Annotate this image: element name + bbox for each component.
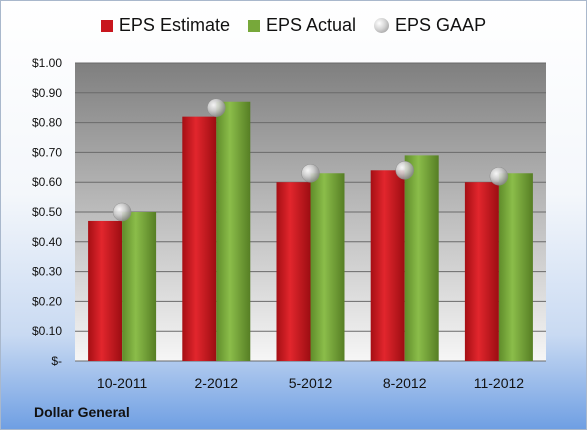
bar-eps-estimate xyxy=(370,170,405,361)
legend-swatch-eps-actual xyxy=(247,19,260,32)
y-tick-label: $0.30 xyxy=(32,265,62,279)
y-tick-label: $0.80 xyxy=(32,116,62,130)
chart-legend: EPS Estimate EPS Actual EPS GAAP xyxy=(1,15,586,36)
legend-item-eps-gaap: EPS GAAP xyxy=(374,15,486,36)
legend-swatch-eps-gaap xyxy=(374,18,390,33)
x-tick-label: 8-2012 xyxy=(383,375,427,391)
bar-eps-estimate xyxy=(464,182,499,361)
point-eps-gaap xyxy=(207,98,226,117)
y-tick-label: $0.10 xyxy=(32,324,62,338)
bar-eps-estimate xyxy=(88,220,123,361)
legend-item-eps-estimate: EPS Estimate xyxy=(100,15,230,36)
bar-eps-actual xyxy=(498,173,533,361)
legend-swatch-eps-estimate xyxy=(100,19,113,32)
legend-label-eps-gaap: EPS GAAP xyxy=(395,15,487,35)
bar-eps-actual xyxy=(310,173,345,361)
bar-eps-actual xyxy=(216,101,251,362)
point-eps-gaap xyxy=(112,202,132,222)
legend-label-eps-actual: EPS Actual xyxy=(265,15,357,35)
legend-label-eps-estimate: EPS Estimate xyxy=(118,15,230,35)
y-tick-label: $0.50 xyxy=(32,205,62,219)
bar-eps-estimate xyxy=(276,182,311,361)
bar-eps-actual xyxy=(122,212,157,361)
y-tick-label: $0.40 xyxy=(32,235,62,249)
point-eps-gaap xyxy=(489,166,509,186)
x-tick-label: 11-2012 xyxy=(474,375,525,391)
company-name: Dollar General xyxy=(34,404,130,420)
y-tick-label: $1.00 xyxy=(32,56,62,70)
bar-eps-estimate xyxy=(182,116,217,361)
y-tick-label: $- xyxy=(51,354,62,368)
y-tick-label: $0.20 xyxy=(32,294,62,308)
x-tick-label: 5-2012 xyxy=(289,375,333,391)
point-eps-gaap xyxy=(301,164,320,183)
y-tick-label: $0.60 xyxy=(32,175,62,189)
y-tick-label: $0.70 xyxy=(32,145,62,159)
y-tick-label: $0.90 xyxy=(32,86,62,100)
point-eps-gaap xyxy=(395,161,414,180)
bar-eps-actual xyxy=(404,155,439,361)
x-tick-label: 10-2011 xyxy=(97,375,148,391)
x-tick-label: 2-2012 xyxy=(195,375,239,391)
legend-item-eps-actual: EPS Actual xyxy=(247,15,357,36)
